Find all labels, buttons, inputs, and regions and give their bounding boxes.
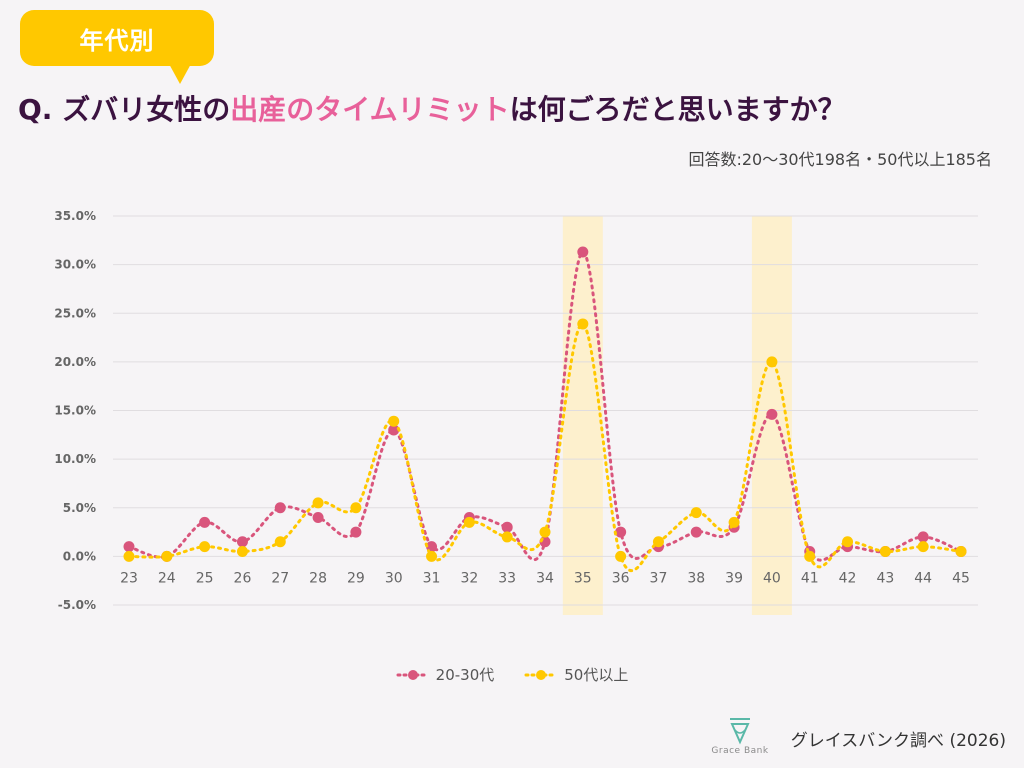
data-point: [199, 516, 211, 528]
x-tick-label: 45: [952, 570, 970, 586]
x-tick-label: 25: [196, 570, 214, 586]
data-point: [350, 502, 362, 514]
source-credit: グレイスバンク調べ (2026): [790, 731, 1006, 751]
brand-logo: Grace Bank: [708, 716, 772, 760]
data-point: [388, 415, 400, 427]
respondent-count: 回答数:20〜30代198名・50代以上185名: [688, 150, 992, 169]
data-point: [199, 541, 211, 553]
x-tick-label: 42: [839, 570, 857, 586]
question-suffix: は何ごろだと思いますか？: [509, 93, 846, 126]
y-tick-label: 0.0%: [63, 549, 96, 563]
y-tick-label: 10.0%: [54, 452, 96, 466]
line-chart: -5.0% 0.0% 5.0% 10.0% 15.0% 20.0% 25.0% 30.0% 35…: [54, 209, 978, 615]
data-point: [123, 541, 135, 553]
x-tick-label: 27: [271, 570, 289, 586]
data-point: [236, 546, 248, 558]
question-highlight: 出産のタイムリミット: [230, 93, 510, 126]
question-title: Q. ズバリ女性の出産のタイムリミットは何ごろだと思いますか？: [18, 88, 1008, 128]
data-point: [917, 541, 929, 553]
legend-label: 50代以上: [564, 666, 629, 684]
x-tick-label: 28: [309, 570, 327, 586]
x-tick-label: 29: [347, 570, 365, 586]
series-line-2: [127, 322, 963, 573]
question-prefix: Q. ズバリ女性の: [18, 93, 231, 126]
data-point: [236, 536, 248, 548]
data-point: [388, 424, 400, 436]
x-tick-label: 35: [574, 570, 592, 586]
data-point: [350, 526, 362, 538]
y-tick-label: 35.0%: [54, 209, 96, 223]
x-tick-label: 43: [876, 570, 894, 586]
data-point: [842, 536, 854, 548]
x-tick-label: 30: [385, 570, 403, 586]
data-point: [161, 550, 173, 562]
data-point: [426, 550, 438, 562]
data-point: [955, 546, 967, 558]
data-point: [766, 408, 778, 420]
x-tick-label: 44: [914, 570, 932, 586]
x-tick-label: 40: [763, 570, 781, 586]
y-tick-label: 25.0%: [54, 306, 96, 320]
data-point: [804, 550, 816, 562]
data-point: [917, 531, 929, 543]
x-tick-label: 33: [498, 570, 516, 586]
data-point: [539, 526, 551, 538]
data-point: [426, 541, 438, 553]
data-point: [501, 531, 513, 543]
data-point: [615, 550, 627, 562]
data-point: [501, 521, 513, 533]
x-tick-label: 34: [536, 570, 554, 586]
x-tick-label: 39: [725, 570, 743, 586]
data-point: [274, 502, 286, 514]
data-point: [615, 526, 627, 538]
legend-label: 20-30代: [435, 666, 495, 684]
category-tag: 年代別: [20, 10, 214, 66]
y-tick-label: 5.0%: [63, 501, 96, 515]
chart-legend: 20-30代 50代以上: [0, 664, 1024, 685]
legend-swatch: [396, 669, 430, 680]
data-point: [577, 246, 589, 258]
y-tick-label: -5.0%: [58, 598, 96, 612]
x-tick-label: 38: [687, 570, 705, 586]
data-point: [652, 536, 664, 548]
brand-name: Grace Bank: [711, 746, 769, 756]
highlight-band-35: [562, 216, 603, 615]
data-point: [728, 516, 740, 528]
series-line-1: [127, 250, 963, 562]
legend-item-1: 20-30代: [396, 664, 495, 685]
data-point: [312, 511, 324, 523]
x-tick-label: 36: [612, 570, 630, 586]
data-point: [690, 507, 702, 519]
x-tick-label: 37: [650, 570, 668, 586]
category-tag-label: 年代別: [79, 26, 155, 55]
data-point: [766, 356, 778, 368]
legend-item-2: 50代以上: [524, 664, 628, 685]
y-tick-label: 20.0%: [54, 355, 96, 369]
y-tick-label: 30.0%: [54, 258, 96, 272]
legend-swatch: [524, 669, 558, 680]
data-point: [312, 497, 324, 509]
x-tick-label: 31: [423, 570, 441, 586]
x-tick-label: 41: [801, 570, 819, 586]
x-tick-label: 23: [120, 570, 138, 586]
x-tick-label: 24: [158, 570, 176, 586]
category-tag-pointer: [168, 62, 192, 84]
data-point: [690, 526, 702, 538]
x-tick-label: 26: [234, 570, 252, 586]
data-point: [123, 550, 135, 562]
grace-bank-logo-icon: [730, 718, 750, 745]
data-point: [274, 536, 286, 548]
data-point: [463, 516, 475, 528]
data-point: [879, 546, 891, 558]
x-tick-label: 32: [460, 570, 478, 586]
data-point: [577, 318, 589, 330]
y-tick-label: 15.0%: [54, 404, 96, 418]
